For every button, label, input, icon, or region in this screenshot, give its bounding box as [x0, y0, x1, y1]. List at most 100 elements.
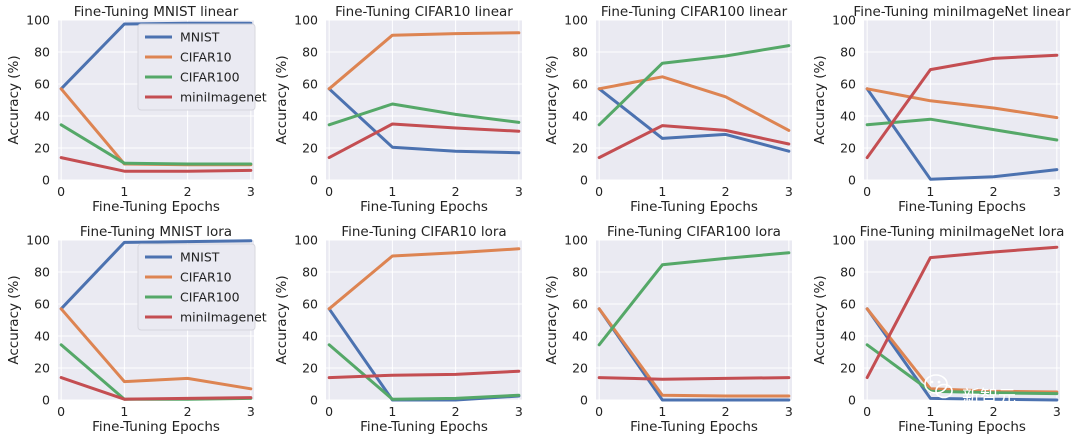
y-tick-label: 60 — [302, 297, 318, 312]
y-tick-label: 0 — [848, 173, 856, 188]
chart-title: Fine-Tuning CIFAR100 lora — [607, 224, 781, 240]
watermark-text: 新智元 — [962, 387, 1016, 408]
subplot-5: 0 20 40 60 80 100 0 1 2 3 Fine-Tuning MNIST lora Fi… — [6, 224, 267, 435]
x-tick-label: 3 — [1053, 404, 1061, 419]
series-line-miniimagenet — [327, 122, 521, 160]
x-tick-label: 1 — [388, 184, 396, 199]
y-tick-label: 40 — [840, 109, 856, 124]
y-axis-label: Accuracy (%) — [812, 55, 828, 144]
chart-title: Fine-Tuning CIFAR100 linear — [601, 4, 788, 20]
series-line-miniimagenet — [865, 53, 1059, 160]
x-tick-label: 3 — [1053, 184, 1061, 199]
y-axis-label: Accuracy (%) — [274, 55, 290, 144]
watermark: 新智元 — [924, 374, 1016, 408]
series-line-cifar100 — [597, 251, 791, 347]
y-tick-label: 60 — [840, 77, 856, 92]
y-tick-label: 40 — [34, 329, 50, 344]
chart-title: Fine-Tuning MNIST lora — [80, 224, 232, 240]
series-line-cifar100 — [327, 343, 521, 401]
chart-title: Fine-Tuning miniImageNet lora — [860, 224, 1065, 240]
x-tick-label: 1 — [926, 404, 934, 419]
subplot-1: 0 20 40 60 80 100 0 1 2 3 Fine-Tuning MNIST linear… — [6, 4, 267, 215]
y-tick-label: 0 — [310, 393, 318, 408]
chart-title: Fine-Tuning CIFAR10 linear — [335, 4, 513, 20]
y-tick-label: 60 — [840, 297, 856, 312]
y-axis-label: Accuracy (%) — [274, 275, 290, 364]
y-tick-label: 60 — [34, 77, 50, 92]
legend-label: CIFAR100 — [180, 290, 240, 305]
chart-title: Fine-Tuning CIFAR10 lora — [341, 224, 506, 240]
y-axis-label: Accuracy (%) — [544, 275, 560, 364]
y-tick-label: 40 — [840, 329, 856, 344]
subplot-3: 0 20 40 60 80 100 0 1 2 3 Fine-Tuning CIFAR100 lin… — [544, 4, 793, 215]
x-tick-label: 2 — [452, 404, 460, 419]
x-tick-label: 0 — [57, 404, 65, 419]
y-tick-label: 80 — [572, 45, 588, 60]
y-tick-label: 0 — [848, 393, 856, 408]
y-tick-label: 80 — [34, 45, 50, 60]
legend-label: miniImagenet — [180, 310, 267, 325]
x-tick-label: 2 — [722, 184, 730, 199]
series-line-mnist — [327, 87, 521, 155]
series-line-miniimagenet — [597, 124, 791, 160]
x-tick-label: 2 — [722, 404, 730, 419]
x-tick-label: 0 — [57, 184, 65, 199]
plot-background — [596, 20, 792, 180]
y-tick-label: 0 — [580, 393, 588, 408]
x-axis-label: Fine-Tuning Epochs — [630, 199, 758, 215]
x-axis-label: Fine-Tuning Epochs — [630, 419, 758, 435]
legend-label: MNIST — [180, 30, 220, 45]
x-tick-label: 3 — [247, 184, 255, 199]
x-axis-label: Fine-Tuning Epochs — [360, 419, 488, 435]
y-tick-label: 20 — [34, 141, 50, 156]
subplot-4: 0 20 40 60 80 100 0 1 2 3 Fine-Tuning miniImageNet… — [812, 4, 1071, 215]
y-tick-label: 60 — [302, 77, 318, 92]
x-tick-label: 1 — [658, 184, 666, 199]
y-tick-label: 0 — [42, 173, 50, 188]
y-tick-label: 20 — [302, 361, 318, 376]
x-tick-label: 1 — [658, 404, 666, 419]
x-tick-label: 0 — [863, 184, 871, 199]
y-tick-label: 100 — [832, 13, 856, 28]
x-tick-label: 2 — [452, 184, 460, 199]
x-tick-label: 1 — [388, 404, 396, 419]
legend-label: MNIST — [180, 250, 220, 265]
y-tick-label: 40 — [34, 109, 50, 124]
x-axis-label: Fine-Tuning Epochs — [898, 419, 1026, 435]
y-tick-label: 0 — [580, 173, 588, 188]
x-tick-label: 3 — [247, 404, 255, 419]
series-line-mnist — [597, 87, 791, 153]
wechat-icon — [924, 374, 953, 399]
series-line-miniimagenet — [59, 376, 253, 401]
legend-box — [137, 243, 256, 331]
series-line-miniimagenet — [597, 376, 791, 381]
series-line-miniimagenet — [59, 156, 253, 173]
legend-label: miniImagenet — [180, 90, 267, 105]
series-line-cifar100 — [865, 343, 1059, 396]
x-tick-label: 2 — [184, 404, 192, 419]
y-tick-label: 80 — [572, 265, 588, 280]
x-tick-label: 3 — [515, 184, 523, 199]
series-line-cifar10 — [597, 307, 791, 398]
x-axis-label: Fine-Tuning Epochs — [898, 199, 1026, 215]
x-axis-label: Fine-Tuning Epochs — [92, 419, 220, 435]
series-line-miniimagenet — [327, 369, 521, 380]
series-line-cifar10 — [865, 87, 1059, 120]
y-tick-label: 20 — [34, 361, 50, 376]
y-tick-label: 80 — [840, 265, 856, 280]
subplot-2: 0 20 40 60 80 100 0 1 2 3 Fine-Tuning CIFAR10 line… — [274, 4, 523, 215]
x-axis-label: Fine-Tuning Epochs — [92, 199, 220, 215]
series-line-cifar10 — [327, 31, 521, 91]
legend-label: CIFAR10 — [180, 50, 232, 65]
series-line-cifar10 — [59, 307, 253, 391]
series-line-cifar100 — [327, 102, 521, 127]
chart-title: Fine-Tuning miniImageNet linear — [853, 4, 1071, 20]
plot-background — [596, 240, 792, 400]
series-line-mnist — [59, 239, 253, 311]
y-tick-label: 40 — [572, 329, 588, 344]
y-tick-label: 0 — [42, 393, 50, 408]
series-line-mnist — [865, 87, 1059, 181]
y-tick-label: 80 — [302, 265, 318, 280]
x-tick-label: 2 — [990, 184, 998, 199]
